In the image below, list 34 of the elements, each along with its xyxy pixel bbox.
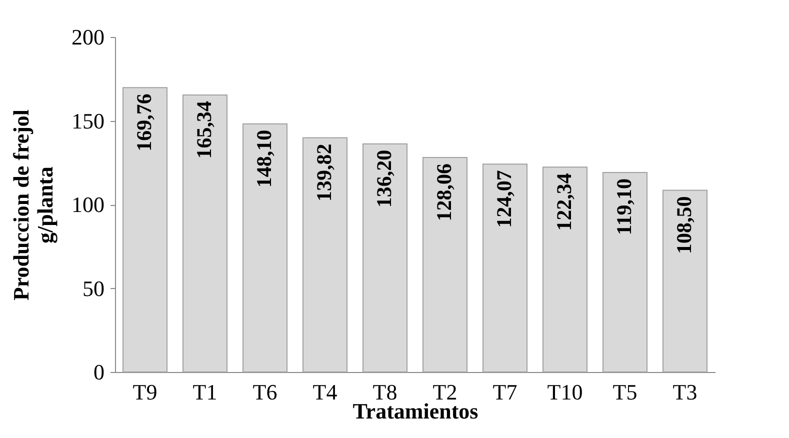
data-label: 108,50	[672, 196, 696, 254]
data-label: 124,07	[492, 170, 516, 228]
x-tick-label: T1	[192, 380, 218, 404]
data-label: 136,20	[372, 150, 396, 208]
bar	[182, 94, 228, 372]
x-tick-label: T4	[312, 380, 338, 404]
y-axis-title: Produccion de frejol g/planta	[8, 109, 58, 301]
data-label: 122,34	[552, 172, 576, 231]
x-tick-label: T5	[612, 380, 638, 404]
bar	[122, 87, 168, 372]
data-label: 119,10	[612, 178, 636, 236]
y-tick-label: 200	[72, 24, 104, 50]
bar	[482, 164, 528, 372]
y-tick-label: 50	[82, 276, 104, 301]
data-label: 139,82	[312, 144, 336, 202]
data-label: 128,06	[432, 164, 456, 222]
bar	[422, 157, 468, 372]
x-tick-label: T3	[672, 380, 698, 404]
y-tick-label: 0	[94, 360, 104, 384]
bar	[542, 166, 588, 372]
x-tick-label: T6	[252, 380, 278, 404]
data-label: 165,34	[192, 100, 216, 159]
x-tick-label: T10	[547, 380, 583, 404]
data-label: 148,10	[252, 130, 276, 188]
bar	[362, 143, 408, 372]
x-tick-label: T9	[132, 380, 158, 404]
x-tick-label: T7	[492, 380, 518, 404]
y-tick-label: 100	[72, 192, 104, 217]
bar	[302, 137, 348, 372]
bar	[602, 172, 648, 372]
bar	[242, 123, 288, 372]
data-label: 169,76	[132, 94, 156, 152]
bar	[662, 190, 708, 372]
y-tick-label: 150	[72, 108, 104, 134]
